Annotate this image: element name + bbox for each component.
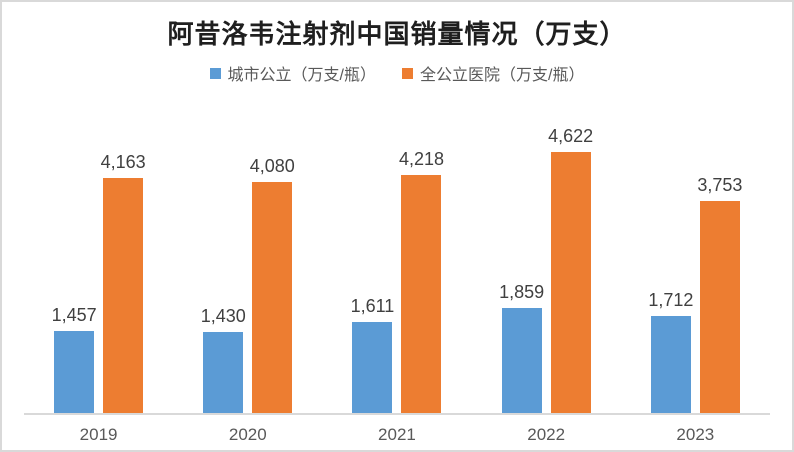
data-label-city-public-2019: 1,457 [51, 305, 97, 325]
legend: 城市公立（万支/瓶） 全公立医院（万支/瓶） [2, 61, 792, 85]
bar-wrap-city-public-2023: 1,712 [648, 290, 694, 413]
bar-group-2023: 1,712 3,753 [648, 129, 743, 413]
bar-city-public-2021 [352, 322, 393, 413]
bar-group-2019: 1,457 4,163 [51, 129, 146, 413]
bar-city-public-2020 [203, 332, 244, 413]
data-label-all-public-hospitals-2022: 4,622 [548, 126, 594, 146]
bar-wrap-city-public-2021: 1,611 [350, 296, 395, 413]
bar-group-2021: 1,611 4,218 [350, 129, 444, 413]
bar-city-public-2023 [650, 316, 691, 413]
legend-swatch-city-public-icon [209, 67, 221, 79]
chart-frame: 阿昔洛韦注射剂中国销量情况（万支） 城市公立（万支/瓶） 全公立医院（万支/瓶）… [2, 14, 792, 445]
x-axis: 2019 2020 2021 2022 2023 [2, 425, 792, 445]
x-axis-label-2020: 2020 [228, 425, 267, 444]
legend-label-city-public: 城市公立（万支/瓶） [227, 67, 376, 84]
x-axis-label-2023: 2023 [676, 425, 715, 444]
bar-wrap-city-public-2020: 1,430 [200, 306, 246, 413]
data-label-all-public-hospitals-2023: 3,753 [697, 175, 743, 195]
bar-all-public-hospitals-2023 [699, 201, 740, 413]
data-label-all-public-hospitals-2020: 4,080 [249, 156, 295, 176]
bar-city-public-2022 [501, 308, 542, 413]
chart-title: 阿昔洛韦注射剂中国销量情况（万支） [167, 19, 627, 49]
legend-item-city-public: 城市公立（万支/瓶） [209, 61, 376, 85]
x-axis-label-2021: 2021 [378, 425, 416, 444]
bar-wrap-all-public-hospitals-2022: 4,622 [548, 126, 594, 413]
plot-area: 1,457 4,163 1,430 4,080 1,611 4,218 1,859 4,622… [2, 126, 792, 413]
data-label-city-public-2020: 1,430 [200, 306, 246, 326]
bar-wrap-city-public-2022: 1,859 [499, 282, 545, 413]
legend-label-all-public-hospitals: 全公立医院（万支/瓶） [420, 67, 585, 84]
legend-item-all-public-hospitals: 全公立医院（万支/瓶） [402, 61, 584, 85]
data-label-city-public-2022: 1,859 [499, 282, 545, 302]
legend-swatch-all-public-hospitals-icon [402, 67, 413, 79]
bar-all-public-hospitals-2020 [252, 182, 293, 413]
x-axis-label-2022: 2022 [527, 425, 566, 444]
bar-group-2022: 1,859 4,622 [499, 126, 594, 413]
bar-wrap-all-public-hospitals-2019: 4,163 [100, 152, 146, 413]
bar-wrap-city-public-2019: 1,457 [51, 305, 97, 413]
bar-wrap-all-public-hospitals-2021: 4,218 [398, 149, 444, 413]
data-label-all-public-hospitals-2019: 4,163 [100, 152, 146, 172]
bar-all-public-hospitals-2019 [103, 178, 144, 413]
bar-group-2020: 1,430 4,080 [200, 129, 295, 413]
bar-city-public-2019 [54, 331, 95, 413]
data-label-all-public-hospitals-2021: 4,218 [398, 149, 444, 169]
x-axis-label-2019: 2019 [79, 425, 118, 444]
bar-wrap-all-public-hospitals-2020: 4,080 [249, 156, 295, 413]
data-label-city-public-2023: 1,712 [648, 290, 694, 310]
bar-all-public-hospitals-2021 [401, 175, 442, 413]
bar-wrap-all-public-hospitals-2023: 3,753 [697, 175, 743, 413]
x-axis-line [24, 413, 770, 415]
bar-all-public-hospitals-2022 [550, 152, 591, 413]
data-label-city-public-2021: 1,611 [350, 296, 395, 316]
